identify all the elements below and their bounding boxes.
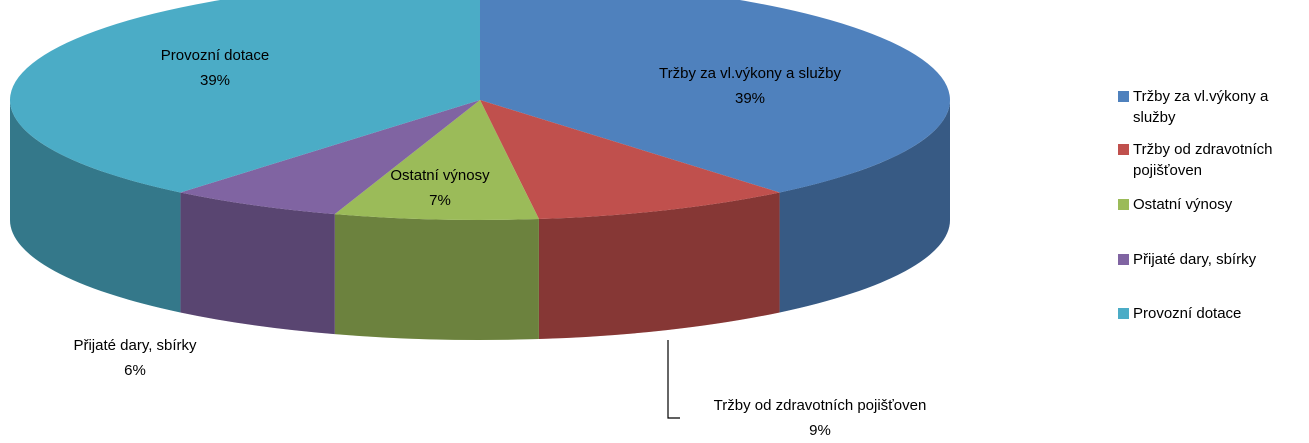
- slice: [334, 100, 539, 220]
- slice-label: Tržby od zdravotních pojišťoven: [714, 397, 927, 414]
- legend-swatch: [1118, 199, 1129, 210]
- legend-label: Ostatní výnosy: [1133, 196, 1233, 213]
- slice-label: Přijaté dary, sbírky: [73, 337, 197, 354]
- legend-swatch: [1118, 254, 1129, 265]
- slice-side: [180, 192, 335, 335]
- legend-item: Provozní dotace: [1118, 303, 1241, 324]
- legend-item: Tržby za vl.výkony a služby: [1118, 86, 1303, 128]
- slice-shade: [334, 214, 539, 341]
- slice-shade: [538, 192, 780, 340]
- slice-side: [10, 100, 181, 313]
- legend-label: Přijaté dary, sbírky: [1133, 251, 1257, 268]
- slice: [9, 0, 480, 193]
- slice-side: [538, 192, 780, 340]
- slice-value: 9%: [809, 422, 831, 439]
- slice-side: [779, 100, 950, 313]
- legend-item: Ostatní výnosy: [1118, 194, 1232, 215]
- legend-label: Provozní dotace: [1133, 305, 1242, 322]
- slice: [480, 0, 951, 193]
- legend-label: Tržby za vl.výkony a služby: [1133, 88, 1269, 126]
- slice-shade: [180, 192, 335, 335]
- legend-swatch: [1118, 144, 1129, 155]
- tops: [9, 0, 951, 220]
- legend-item: Přijaté dary, sbírky: [1118, 249, 1256, 270]
- legend-label: Tržby od zdravotních pojišťoven: [1133, 141, 1273, 179]
- slice-value: 39%: [735, 90, 765, 107]
- slice-shade: [10, 100, 181, 313]
- slice-label: Ostatní výnosy: [390, 167, 490, 184]
- legend-item: Tržby od zdravotních pojišťoven: [1118, 139, 1303, 181]
- slice-value: 39%: [200, 72, 230, 89]
- slice: [480, 100, 780, 220]
- leader-line: [667, 340, 680, 419]
- slice-value: 6%: [124, 362, 146, 379]
- sides: [10, 100, 950, 341]
- legend-swatch: [1118, 308, 1129, 319]
- slice-label: Tržby za vl.výkony a služby: [659, 65, 841, 82]
- slice-value: 7%: [429, 192, 451, 209]
- slice-side: [334, 214, 539, 341]
- legend-swatch: [1118, 91, 1129, 102]
- slice-shade: [779, 100, 950, 313]
- labels: Tržby za vl.výkony a služby 39% Tržby od z…: [73, 47, 926, 439]
- slice-label: Provozní dotace: [161, 47, 269, 64]
- slice: [180, 100, 481, 215]
